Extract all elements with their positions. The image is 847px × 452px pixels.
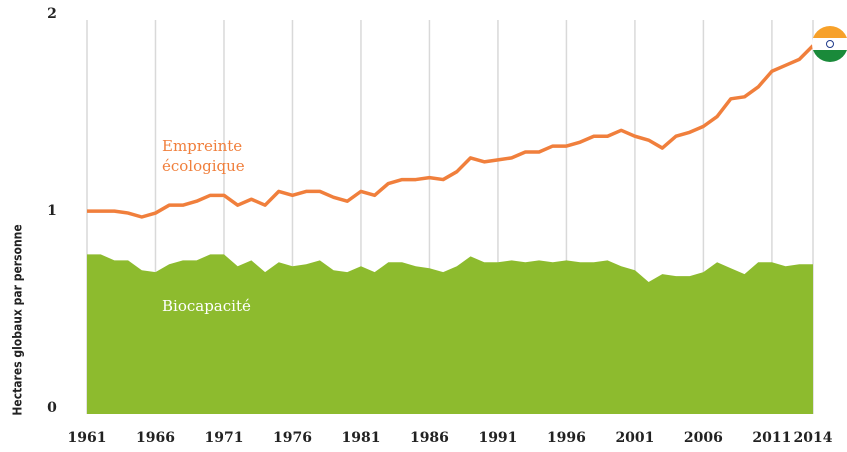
y-tick-label: 2 [47, 6, 57, 22]
x-tick-label: 2011 [752, 430, 791, 446]
y-tick-label: 0 [47, 400, 57, 416]
y-tick-label: 1 [47, 203, 57, 219]
x-tick-label: 1986 [410, 430, 449, 446]
x-tick-label: 1966 [136, 430, 175, 446]
series-label: Biocapacité [162, 297, 251, 315]
series-label: Empreinte écologique [162, 137, 245, 175]
x-tick-label: 2001 [615, 430, 654, 446]
x-tick-label: 1976 [273, 430, 312, 446]
x-tick-label: 1971 [204, 430, 243, 446]
y-axis-label: Hectares globaux par personne [11, 224, 25, 415]
x-tick-label: 1991 [478, 430, 517, 446]
area [87, 254, 813, 414]
x-tick-label: 1996 [547, 430, 586, 446]
line [87, 44, 815, 219]
flag-icon [812, 26, 847, 62]
x-tick-label: 1961 [68, 430, 107, 446]
x-tick-label: 1981 [341, 430, 380, 446]
x-tick-label: 2014 [794, 430, 833, 446]
x-tick-label: 2006 [684, 430, 723, 446]
